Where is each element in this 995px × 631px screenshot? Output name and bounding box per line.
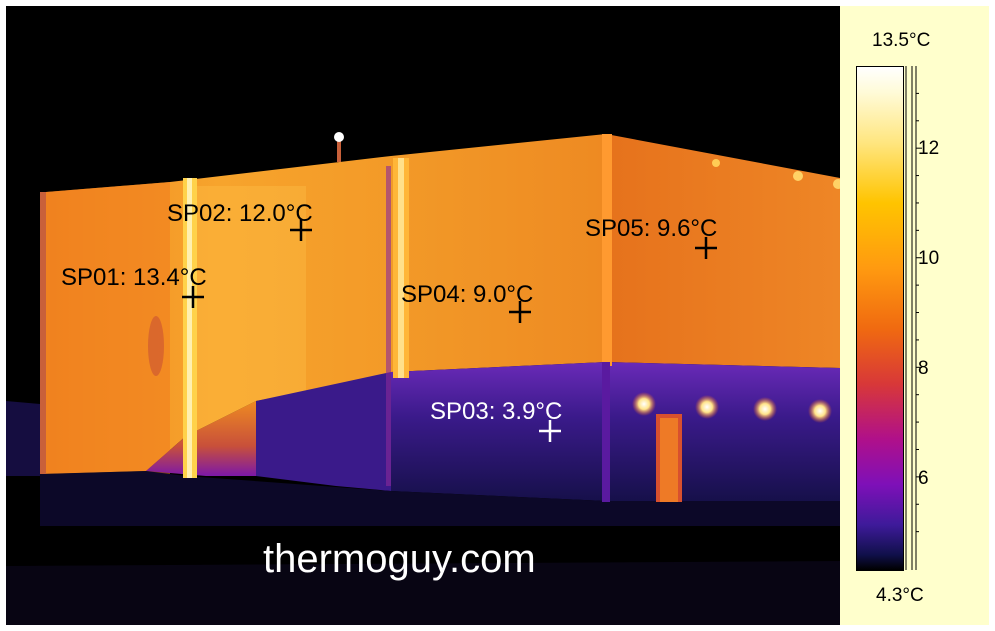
scale-tick-6: 6	[918, 468, 929, 489]
crosshair-sp01	[182, 286, 204, 308]
scale-max-label: 13.5°C	[872, 30, 931, 51]
spot-label-sp02: SP02: 12.0°C	[167, 200, 313, 227]
crosshair-sp04	[509, 301, 531, 323]
watermark-text: thermoguy.com	[263, 537, 536, 581]
crosshair-sp03	[539, 420, 561, 442]
scale-tick-10: 10	[918, 248, 940, 269]
spot-label-sp03: SP03: 3.9°C	[430, 398, 563, 425]
spot-label-sp01: SP01: 13.4°C	[61, 264, 207, 291]
scale-tick-12: 12	[918, 138, 940, 159]
temperature-scale-panel: 13.5°C 12 10 8 6 4.3°C	[840, 6, 989, 625]
scale-min-label: 4.3°C	[876, 585, 924, 606]
color-scale-bar	[856, 66, 904, 571]
crosshair-sp02	[290, 219, 312, 241]
spot-label-sp05: SP05: 9.6°C	[585, 215, 718, 242]
scale-tick-8: 8	[918, 358, 929, 379]
thermal-image: SP01: 13.4°C SP02: 12.0°C SP03: 3.9°C SP…	[6, 6, 840, 625]
spot-label-sp04: SP04: 9.0°C	[401, 281, 534, 308]
crosshair-sp05	[695, 237, 717, 259]
building-thermogram	[6, 132, 840, 625]
scale-axis-ticks	[905, 66, 922, 570]
